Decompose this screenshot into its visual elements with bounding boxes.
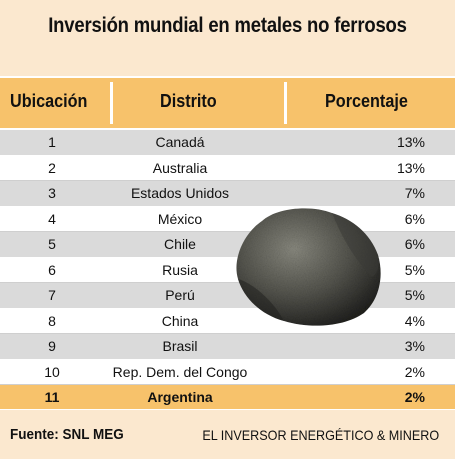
percent-cell: 3% [404, 338, 425, 354]
rank-cell: 11 [44, 389, 60, 405]
district-cell: Argentina [147, 389, 213, 405]
table-row-highlight: 11 Argentina 2% [0, 385, 455, 410]
table-row: 3 Estados Unidos 7% [0, 181, 455, 207]
rank-cell: 10 [44, 363, 60, 380]
percent-cell: 7% [404, 185, 425, 201]
rank-cell: 6 [48, 261, 56, 278]
header-divider [110, 82, 113, 124]
source-label: Fuente: SNL MEG [10, 426, 124, 443]
rank-cell: 2 [48, 159, 56, 176]
percent-cell: 6% [404, 236, 425, 252]
footer: Fuente: SNL MEG EL INVERSOR ENERGÉTICO &… [0, 412, 455, 452]
table-row: 4 México 6% [0, 206, 455, 232]
percent-cell: 13% [396, 159, 425, 176]
header-divider [284, 82, 287, 124]
header-ubicacion: Ubicación [10, 91, 88, 111]
district-cell: Australia [152, 159, 208, 176]
district-cell: Canadá [155, 134, 205, 150]
table-row: 2 Australia 13% [0, 155, 455, 181]
district-cell: Rusia [162, 261, 198, 278]
percent-cell: 13% [396, 134, 425, 150]
district-cell: Rep. Dem. del Congo [112, 363, 248, 380]
rank-cell: 8 [48, 312, 56, 329]
district-cell: México [157, 210, 203, 227]
table-header: Ubicación Distrito Porcentaje [0, 76, 455, 130]
table-row: 7 Perú 5% [0, 283, 455, 309]
percent-cell: 6% [404, 210, 425, 227]
rank-cell: 1 [48, 134, 56, 150]
district-cell: Estados Unidos [130, 185, 230, 201]
publisher-label: EL INVERSOR ENERGÉTICO & MINERO [202, 427, 439, 443]
percent-cell: 4% [404, 312, 425, 329]
table-row: 10 Rep. Dem. del Congo 2% [0, 359, 455, 385]
rank-cell: 3 [48, 185, 56, 201]
page-title: Inversión mundial en metales no ferrosos [48, 14, 407, 37]
percent-cell: 5% [404, 261, 425, 278]
table-row: 6 Rusia 5% [0, 257, 455, 283]
district-cell: Brasil [162, 338, 198, 354]
percent-cell: 2% [404, 363, 425, 380]
table-row: 9 Brasil 3% [0, 334, 455, 360]
table-row: 5 Chile 6% [0, 232, 455, 258]
rank-cell: 7 [48, 287, 56, 303]
table-body: 1 Canadá 13% 2 Australia 13% 3 Estados U… [0, 130, 455, 410]
district-cell: Perú [165, 287, 195, 303]
rank-cell: 4 [48, 210, 56, 227]
rank-cell: 5 [48, 236, 56, 252]
header-porcentaje: Porcentaje [325, 91, 408, 111]
percent-cell: 5% [404, 287, 425, 303]
rock-image [236, 208, 381, 326]
district-cell: China [161, 312, 199, 329]
district-cell: Chile [164, 236, 196, 252]
table-row: 1 Canadá 13% [0, 130, 455, 156]
table-row: 8 China 4% [0, 308, 455, 334]
rank-cell: 9 [48, 338, 56, 354]
header-distrito: Distrito [160, 91, 217, 111]
percent-cell: 2% [404, 389, 425, 405]
